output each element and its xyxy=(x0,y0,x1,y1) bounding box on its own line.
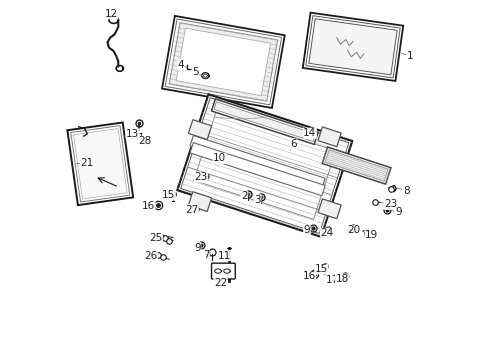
Text: 9: 9 xyxy=(304,225,310,235)
Text: 1: 1 xyxy=(407,51,413,61)
Text: 7: 7 xyxy=(203,250,209,260)
Polygon shape xyxy=(318,127,341,147)
Polygon shape xyxy=(318,199,341,219)
Text: 12: 12 xyxy=(104,9,118,19)
Text: 21: 21 xyxy=(81,158,94,168)
Polygon shape xyxy=(176,28,270,96)
Polygon shape xyxy=(325,150,388,181)
Polygon shape xyxy=(322,147,391,184)
Text: 8: 8 xyxy=(403,186,410,196)
Polygon shape xyxy=(181,98,349,234)
FancyBboxPatch shape xyxy=(212,263,235,279)
Text: 23: 23 xyxy=(195,172,208,182)
Text: 4: 4 xyxy=(177,60,184,70)
Text: 25: 25 xyxy=(149,233,162,243)
Polygon shape xyxy=(162,16,285,108)
Text: 14: 14 xyxy=(303,128,317,138)
Text: 28: 28 xyxy=(138,136,151,146)
Polygon shape xyxy=(74,129,127,199)
Text: 6: 6 xyxy=(290,139,297,149)
Text: 16: 16 xyxy=(142,201,155,211)
Text: 3: 3 xyxy=(254,195,261,205)
Text: 19: 19 xyxy=(365,230,378,240)
Text: 11: 11 xyxy=(218,251,231,261)
Polygon shape xyxy=(71,126,130,202)
Polygon shape xyxy=(214,102,316,141)
Text: 22: 22 xyxy=(214,278,227,288)
Text: 13: 13 xyxy=(126,129,139,139)
Text: 23: 23 xyxy=(384,199,397,210)
Text: 24: 24 xyxy=(320,228,334,238)
Polygon shape xyxy=(169,23,277,101)
Text: 26: 26 xyxy=(144,251,157,261)
Text: 15: 15 xyxy=(162,190,175,200)
Text: 10: 10 xyxy=(213,153,226,163)
Polygon shape xyxy=(309,19,397,75)
Text: 18: 18 xyxy=(336,274,349,284)
Polygon shape xyxy=(190,135,325,189)
Polygon shape xyxy=(194,112,336,219)
Polygon shape xyxy=(177,94,352,237)
Polygon shape xyxy=(212,99,318,144)
Text: 9: 9 xyxy=(396,207,402,217)
Text: 17: 17 xyxy=(325,275,339,285)
Polygon shape xyxy=(190,143,325,196)
Text: 2: 2 xyxy=(241,191,247,201)
Polygon shape xyxy=(165,19,282,105)
Text: 20: 20 xyxy=(347,225,360,235)
Polygon shape xyxy=(188,192,212,212)
Polygon shape xyxy=(303,13,403,81)
Polygon shape xyxy=(188,120,212,140)
Text: 5: 5 xyxy=(192,67,198,77)
Polygon shape xyxy=(306,16,400,78)
Text: 27: 27 xyxy=(185,204,198,215)
Text: 9: 9 xyxy=(194,243,201,253)
Text: 16: 16 xyxy=(302,271,316,282)
Text: 15: 15 xyxy=(315,264,328,274)
Polygon shape xyxy=(68,122,133,205)
